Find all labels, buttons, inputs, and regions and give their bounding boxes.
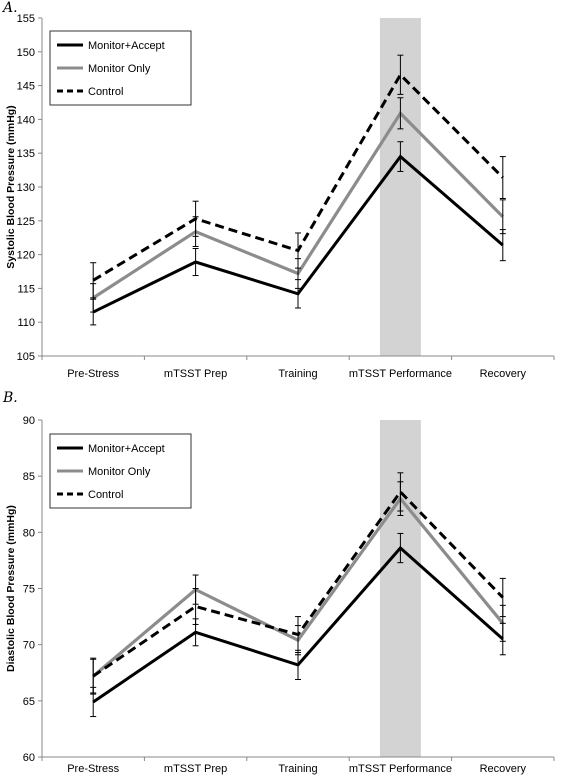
x-tick-label: Recovery [480,763,527,775]
legend-label-monitor-only: Monitor Only [88,63,151,75]
y-tick-label: 135 [17,148,35,160]
legend-label-control: Control [88,86,123,98]
x-tick-label: Recovery [480,368,527,380]
legend-label-monitor-accept: Monitor+Accept [88,40,165,52]
y-tick-label: 65 [23,696,35,708]
y-tick-label: 125 [17,216,35,228]
legend-label-control: Control [88,489,123,501]
y-tick-label: 130 [17,182,35,194]
y-tick-label: 145 [17,81,35,93]
x-tick-label: mTSST Performance [349,368,452,380]
x-tick-label: mTSST Prep [164,763,227,775]
y-axis-title: Diastolic Blood Pressure (mmHg) [5,505,17,672]
y-tick-label: 155 [17,13,35,25]
x-tick-label: mTSST Prep [164,368,227,380]
highlight-band [379,420,421,757]
diastolic-chart-panel: B. 60 65 70 75 80 85 90 Pre-Stress mTSST Prep Tra… [0,390,565,779]
x-tick-label: Training [278,763,317,775]
panel-label-b: B. [3,390,18,406]
y-tick-label: 60 [23,752,35,764]
diastolic-chart: 60 65 70 75 80 85 90 Pre-Stress mTSST Prep Traini… [5,415,555,775]
panel-label-a: A. [3,0,18,16]
y-tick-label: 105 [17,351,35,363]
legend-label-monitor-accept: Monitor+Accept [88,443,165,455]
y-tick-label: 85 [23,471,35,483]
y-tick-label: 115 [17,283,35,295]
y-axis-title: Systolic Blood Pressure (mmHg) [5,105,17,268]
x-tick-label: Training [278,368,317,380]
legend-label-monitor-only: Monitor Only [88,466,151,478]
systolic-chart: 105 110 115 120 125 130 135 140 145 150 155 Pre-Str… [5,13,555,380]
x-tick-label: mTSST Performance [349,763,452,775]
y-tick-label: 120 [17,250,35,262]
x-tick-label: Pre-Stress [67,763,119,775]
y-tick-label: 80 [23,527,35,539]
y-tick-label: 70 [23,640,35,652]
y-tick-label: 140 [17,114,35,126]
x-tick-label: Pre-Stress [67,368,119,380]
y-tick-label: 150 [17,47,35,59]
y-tick-label: 75 [23,584,35,596]
y-tick-label: 110 [17,317,35,329]
y-tick-label: 90 [23,415,35,427]
systolic-chart-panel: A. 105 110 115 120 125 130 135 140 145 150 155 Pre-… [3,0,555,380]
